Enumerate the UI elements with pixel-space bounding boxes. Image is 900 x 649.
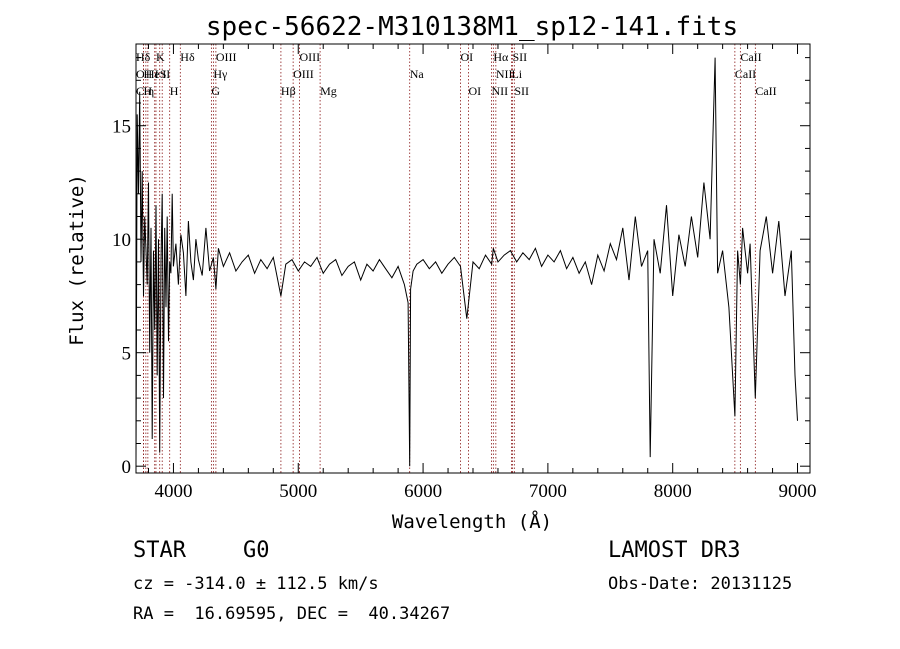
- survey-label: LAMOST DR3: [608, 538, 741, 563]
- marker-label-11: H: [170, 84, 179, 98]
- marker-label-4: H: [143, 84, 152, 98]
- marker-label-3: H: [143, 67, 152, 81]
- marker-label-1: O: [136, 67, 145, 81]
- marker-label-24: SII: [512, 50, 527, 64]
- y-tick-label-10: 10: [112, 230, 131, 251]
- marker-label-28: SII: [514, 84, 529, 98]
- marker-label-20: Na: [410, 67, 425, 81]
- marker-label-22: OI: [469, 84, 482, 98]
- marker-label-7: K: [156, 50, 165, 64]
- marker-label-30: CaII: [735, 67, 756, 81]
- chart-title: spec-56622-M310138M1_sp12-141.fits: [206, 12, 738, 42]
- y-axis-ticks: 0 5 10 15: [112, 57, 810, 478]
- marker-label-12: Hδ: [180, 50, 195, 64]
- marker-label-25: NII: [496, 67, 513, 81]
- marker-label-31: CaII: [755, 84, 776, 98]
- marker-label-14: Hγ: [213, 67, 228, 81]
- y-tick-label-0: 0: [122, 457, 132, 478]
- x-tick-label-5000: 5000: [279, 481, 317, 502]
- coordinates-label: RA = 16.69595, DEC = 40.34267: [133, 604, 451, 624]
- x-tick-label-6000: 6000: [404, 481, 442, 502]
- marker-label-0: Hδ: [136, 50, 151, 64]
- marker-label-10: II: [162, 67, 170, 81]
- redshift-label: cz = -314.0 ± 112.5 km/s: [133, 574, 379, 594]
- marker-label-18: OIII: [293, 67, 314, 81]
- marker-label-29: CaII: [740, 50, 761, 64]
- marker-label-15: G: [211, 84, 220, 98]
- y-tick-label-15: 15: [112, 117, 131, 138]
- marker-label-6: η: [148, 84, 154, 98]
- marker-label-19: Mg: [320, 84, 337, 98]
- marker-label-26: Li: [511, 67, 522, 81]
- marker-label-2: C: [136, 84, 144, 98]
- obs-date-label: Obs-Date: 20131125: [608, 574, 793, 594]
- marker-label-27: NII: [491, 84, 508, 98]
- y-tick-label-5: 5: [122, 344, 132, 365]
- x-tick-label-9000: 9000: [779, 481, 817, 502]
- marker-label-21: OI: [461, 50, 474, 64]
- marker-label-23: Hα: [493, 50, 509, 64]
- x-tick-label-7000: 7000: [529, 481, 567, 502]
- x-tick-label-8000: 8000: [654, 481, 692, 502]
- marker-label-9: S: [160, 67, 167, 81]
- marker-label-13: OIII: [216, 50, 237, 64]
- y-axis-label: Flux (relative): [66, 174, 88, 346]
- x-axis-label: Wavelength (Å): [392, 510, 552, 533]
- spectrum-series-line: [135, 57, 798, 467]
- x-tick-label-4000: 4000: [154, 481, 192, 502]
- x-axis-ticks: 4000 5000 6000 7000 8000 9000: [147, 44, 817, 502]
- subclass-label: G0: [243, 538, 270, 563]
- plot-frame: [135, 43, 811, 474]
- marker-label-17: OIII: [300, 50, 321, 64]
- spectral-line-markers: [135, 44, 756, 473]
- object-class-label: STAR: [133, 538, 186, 563]
- marker-label-8: I: [155, 67, 159, 81]
- marker-label-5: He: [146, 67, 160, 81]
- marker-label-16: Hβ: [281, 84, 296, 98]
